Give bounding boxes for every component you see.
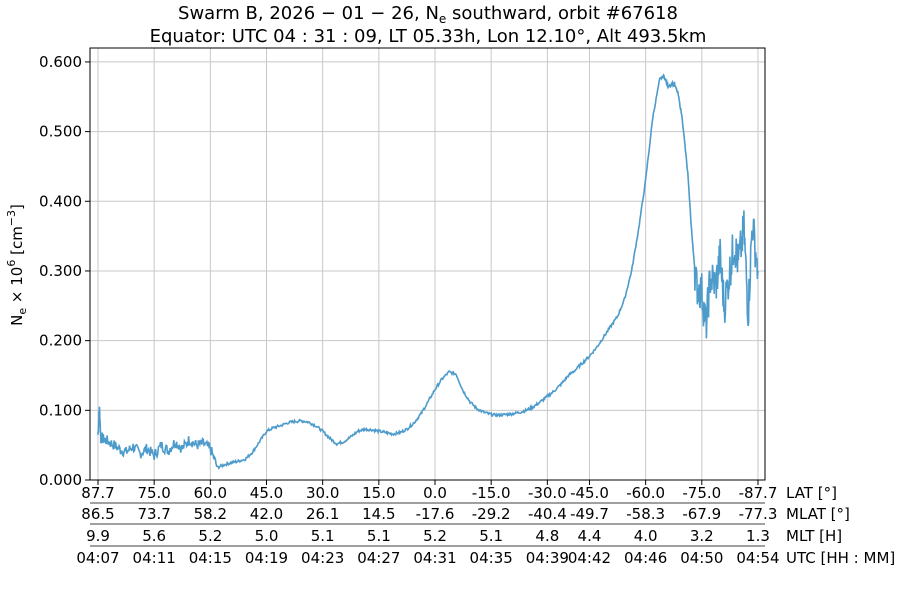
y-tick-label: 0.600 bbox=[39, 53, 82, 71]
x-tick-label: -45.0 bbox=[570, 484, 609, 502]
x-tick-label: 04:42 bbox=[568, 549, 611, 567]
x-tick-label: 73.7 bbox=[137, 505, 170, 523]
x-tick-label: 42.0 bbox=[250, 505, 283, 523]
x-tick-label: 5.1 bbox=[311, 527, 335, 545]
x-tick-label: 04:07 bbox=[76, 549, 119, 567]
y-tick-label: 0.300 bbox=[39, 262, 82, 280]
x-tick-label: 75.0 bbox=[137, 484, 170, 502]
x-tick-label: 60.0 bbox=[194, 484, 227, 502]
x-tick-label: 5.1 bbox=[479, 527, 503, 545]
chart-title-line2: Equator: UTC 04 : 31 : 09, LT 05.33h, Lo… bbox=[150, 26, 707, 47]
x-tick-label: 9.9 bbox=[86, 527, 110, 545]
x-tick-label: 5.0 bbox=[255, 527, 279, 545]
x-tick-label: -49.7 bbox=[570, 505, 609, 523]
x-row-name: MLT [H] bbox=[786, 527, 842, 545]
x-tick-label: -15.0 bbox=[472, 484, 511, 502]
x-tick-label: -58.3 bbox=[626, 505, 665, 523]
grid-lines bbox=[90, 48, 765, 485]
x-tick-label: 30.0 bbox=[306, 484, 339, 502]
y-axis-ticks: 0.000 0.100 0.200 0.300 0.400 0.500 0.600 bbox=[39, 53, 90, 489]
x-tick-label: 04:46 bbox=[624, 549, 667, 567]
x-tick-label: 4.4 bbox=[578, 527, 602, 545]
x-tick-label: 0.0 bbox=[423, 484, 447, 502]
x-tick-label: 5.2 bbox=[423, 527, 447, 545]
x-tick-label: -29.2 bbox=[472, 505, 511, 523]
chart-title-line1: Swarm B, 2026 − 01 − 26, Ne southward, o… bbox=[178, 3, 678, 26]
x-tick-label: 04:11 bbox=[133, 549, 176, 567]
x-tick-label: 26.1 bbox=[306, 505, 339, 523]
x-tick-label: 4.0 bbox=[634, 527, 658, 545]
x-row-name: UTC [HH : MM] bbox=[786, 549, 895, 567]
x-tick-label: 5.6 bbox=[142, 527, 166, 545]
x-tick-label: 86.5 bbox=[81, 505, 114, 523]
x-tick-label: 04:31 bbox=[413, 549, 456, 567]
x-row-name: MLAT [°] bbox=[786, 505, 850, 523]
x-tick-label: -17.6 bbox=[416, 505, 455, 523]
x-tick-label: -30.0 bbox=[528, 484, 567, 502]
y-tick-label: 0.500 bbox=[39, 123, 82, 141]
x-tick-label: -87.7 bbox=[739, 484, 778, 502]
x-tick-label: 04:35 bbox=[470, 549, 513, 567]
y-axis-label: Ne × 106 [cm−3] bbox=[5, 204, 29, 326]
x-tick-label: -67.9 bbox=[682, 505, 721, 523]
x-tick-label: 5.2 bbox=[198, 527, 222, 545]
x-tick-label: 5.1 bbox=[367, 527, 391, 545]
y-tick-label: 0.100 bbox=[39, 401, 82, 419]
x-tick-label: 04:23 bbox=[301, 549, 344, 567]
x-tick-label: 04:39 bbox=[526, 549, 569, 567]
x-axis-label-rows: 87.7 75.0 60.0 45.0 30.0 15.0 0.0 -15.0 -30.0 -45… bbox=[76, 484, 895, 567]
x-tick-label: 1.3 bbox=[746, 527, 770, 545]
ne-series-line bbox=[97, 73, 759, 470]
y-tick-label: 0.200 bbox=[39, 332, 82, 350]
x-tick-label: 04:54 bbox=[736, 549, 779, 567]
plot-frame bbox=[89, 47, 766, 481]
x-row-name: LAT [°] bbox=[786, 484, 837, 502]
y-tick-label: 0.000 bbox=[39, 471, 82, 489]
x-tick-label: -75.0 bbox=[682, 484, 721, 502]
x-tick-label: -77.3 bbox=[739, 505, 778, 523]
x-tick-label: 58.2 bbox=[194, 505, 227, 523]
x-tick-label: -40.4 bbox=[528, 505, 567, 523]
x-tick-label: -60.0 bbox=[626, 484, 665, 502]
x-tick-label: 45.0 bbox=[250, 484, 283, 502]
x-tick-label: 87.7 bbox=[81, 484, 114, 502]
y-tick-label: 0.400 bbox=[39, 192, 82, 210]
x-tick-label: 04:15 bbox=[189, 549, 232, 567]
x-tick-label: 14.5 bbox=[362, 505, 395, 523]
x-tick-label: 3.2 bbox=[690, 527, 714, 545]
x-tick-label: 04:27 bbox=[357, 549, 400, 567]
x-tick-label: 04:19 bbox=[245, 549, 288, 567]
x-tick-label: 04:50 bbox=[680, 549, 723, 567]
x-tick-label: 15.0 bbox=[362, 484, 395, 502]
x-tick-label: 4.8 bbox=[535, 527, 559, 545]
